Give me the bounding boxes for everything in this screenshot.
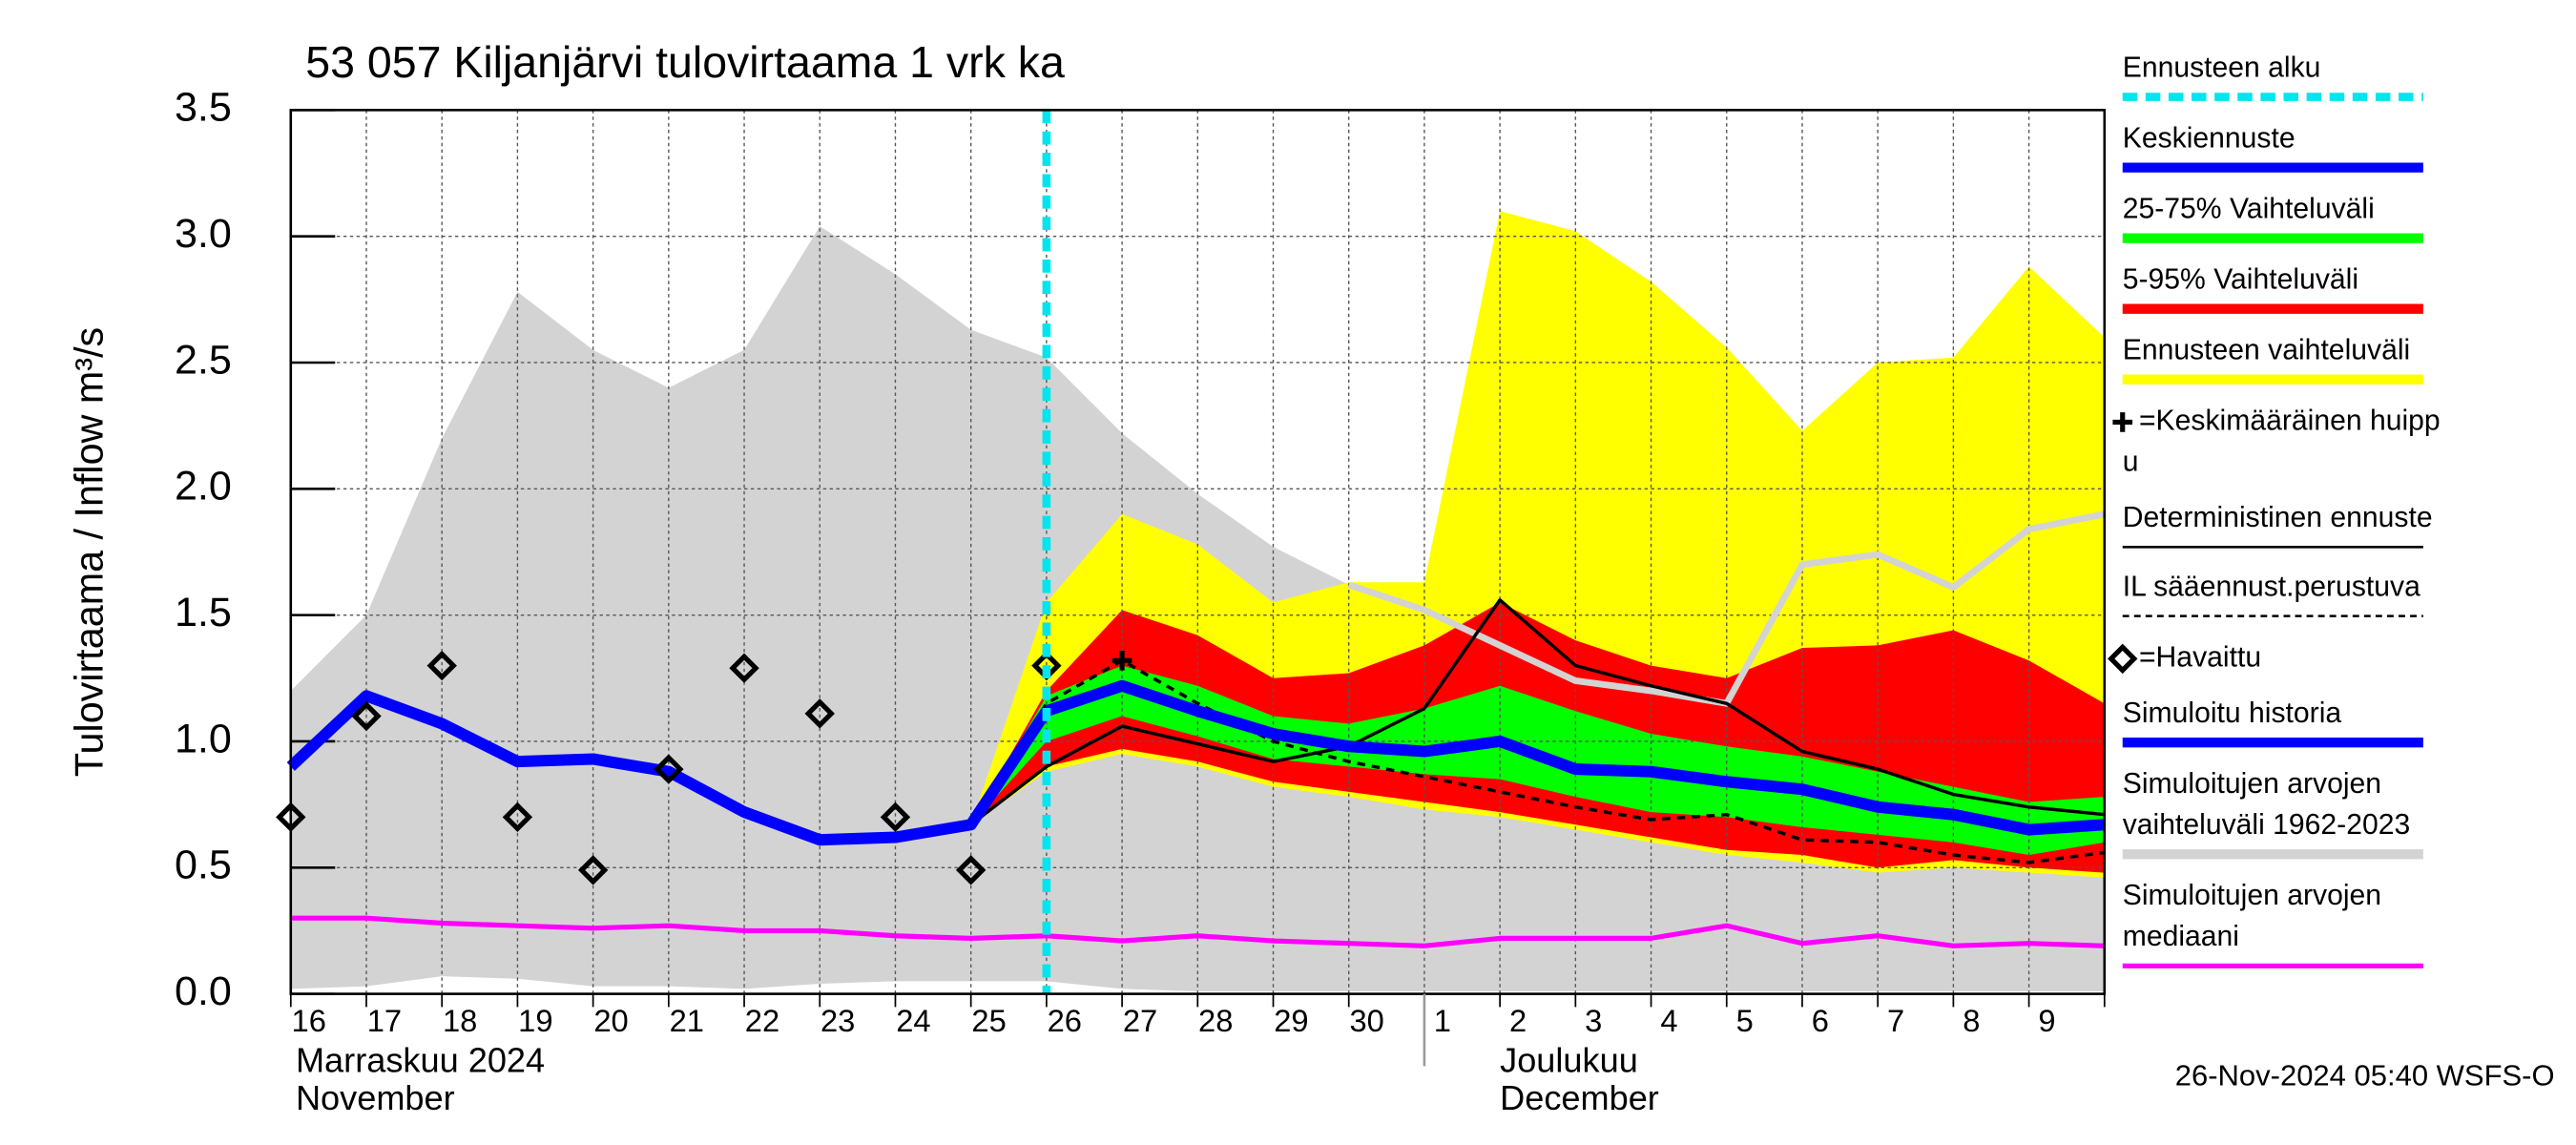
legend-label: mediaani	[2123, 921, 2239, 952]
legend-symbol	[2112, 412, 2133, 432]
series-line	[1044, 679, 2106, 836]
observed-marker	[654, 754, 684, 784]
x-tick-label: 25	[971, 1003, 1006, 1038]
legend-label: Keskiennuste	[2123, 122, 2296, 154]
x-tick-label: 24	[896, 1003, 930, 1038]
y-tick-label: 0.0	[175, 968, 232, 1014]
x-tick-label: 29	[1274, 1003, 1308, 1038]
legend-label: vaihteluväli 1962-2023	[2123, 809, 2411, 841]
x-tick-label: 3	[1585, 1003, 1602, 1038]
observed-marker	[351, 700, 382, 732]
x-tick-label: 30	[1349, 1003, 1383, 1038]
x-tick-label: 7	[1887, 1003, 1904, 1038]
y-axis-label: Tulovirtaama / Inflow m³/s	[67, 327, 111, 777]
legend-label: Deterministinen ennuste	[2123, 502, 2433, 533]
footer: 26-Nov-2024 05:40 WSFS-O	[2175, 1059, 2555, 1093]
x-tick-label: 28	[1198, 1003, 1233, 1038]
x-tick-label: 2	[1509, 1003, 1527, 1038]
x-tick-label: 26	[1048, 1003, 1082, 1038]
series-over-layer	[276, 110, 2106, 994]
month-label: Marraskuu 2024	[296, 1040, 545, 1079]
x-tick-label: 16	[292, 1003, 326, 1038]
legend-label: Ennusteen vaihteluväli	[2123, 334, 2410, 365]
series-line	[969, 598, 2105, 826]
peak-marker	[1111, 650, 1132, 671]
x-tick-label: 5	[1736, 1003, 1754, 1038]
observed-marker	[426, 650, 457, 681]
legend-label: u	[2123, 446, 2139, 477]
y-tick-label: 1.5	[175, 590, 232, 635]
x-tick-label: 22	[745, 1003, 779, 1038]
y-tick-label: 2.5	[175, 337, 232, 383]
y-tick-label: 1.0	[175, 716, 232, 761]
legend-label: =Havaittu	[2139, 641, 2261, 673]
x-tick-label: 9	[2038, 1003, 2055, 1038]
chart-title: 53 057 Kiljanjärvi tulovirtaama 1 vrk ka	[305, 37, 1065, 87]
x-tick-label: 1	[1434, 1003, 1451, 1038]
legend-label: Ennusteen alku	[2123, 52, 2321, 83]
x-tick-label: 6	[1812, 1003, 1829, 1038]
series-line	[286, 690, 1051, 846]
series-line	[969, 658, 2106, 864]
legend-label: 25-75% Vaihteluväli	[2123, 193, 2375, 224]
observed-marker	[880, 802, 911, 833]
x-tick-label: 17	[367, 1003, 402, 1038]
legend-label: =Keskimääräinen huipp	[2139, 405, 2441, 436]
observed-marker	[502, 802, 533, 833]
x-tick-label: 8	[1963, 1003, 1980, 1038]
observed-marker	[729, 653, 759, 683]
observed-marker	[955, 855, 987, 885]
legend-symbol	[2108, 643, 2138, 675]
x-tick-label: 4	[1660, 1003, 1677, 1038]
observed-marker	[577, 855, 609, 885]
observed-marker	[804, 698, 835, 729]
legend-label: IL sääennust.perustuva	[2123, 571, 2420, 602]
x-tick-label: 18	[443, 1003, 477, 1038]
legend-label: 5-95% Vaihteluväli	[2123, 263, 2358, 295]
legend-label: Simuloitujen arvojen	[2123, 768, 2381, 800]
x-tick-label: 19	[518, 1003, 552, 1038]
month-label: December	[1500, 1078, 1659, 1117]
y-tick-label: 0.5	[175, 843, 232, 888]
y-tick-label: 3.0	[175, 211, 232, 257]
series-line	[290, 915, 2105, 948]
legend-label: Simuloitu historia	[2123, 697, 2342, 729]
x-tick-label: 23	[821, 1003, 855, 1038]
legend-label: Simuloitujen arvojen	[2123, 880, 2381, 911]
month-label: November	[296, 1078, 455, 1117]
y-tick-label: 2.0	[175, 464, 232, 510]
x-tick-label: 27	[1123, 1003, 1157, 1038]
y-tick-label: 3.5	[175, 85, 232, 131]
x-tick-label: 20	[593, 1003, 628, 1038]
x-tick-label: 21	[670, 1003, 704, 1038]
month-label: Joulukuu	[1500, 1040, 1638, 1079]
